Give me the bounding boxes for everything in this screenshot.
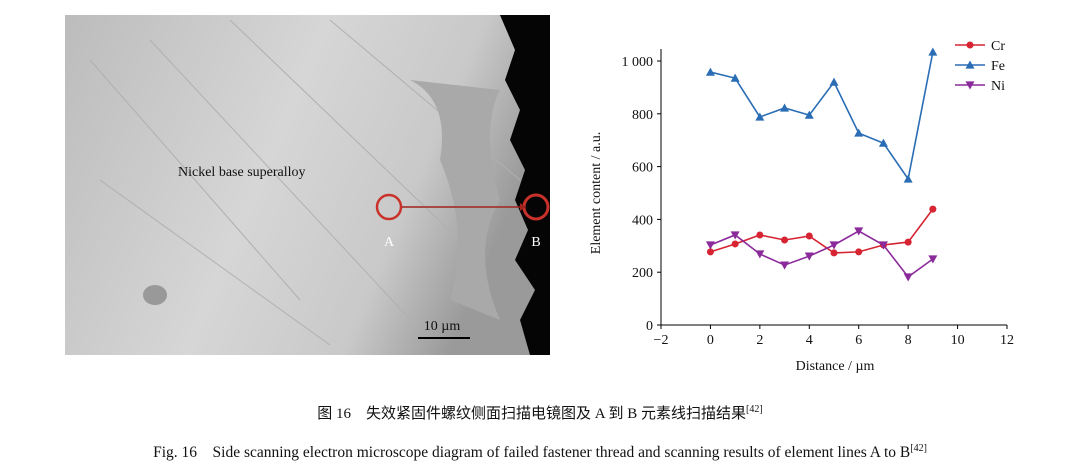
data-point [854, 227, 864, 236]
legend-marker [966, 41, 974, 49]
caption-en-ref: [42] [910, 443, 927, 454]
data-point [804, 252, 814, 261]
legend-label: Ni [991, 79, 1005, 94]
region-label: Nickel base superalloy [178, 165, 306, 180]
point-b-label: B [531, 235, 540, 250]
chart: Distance / µm Element content / a.u. −2 0… [589, 39, 1014, 374]
data-point [705, 67, 715, 76]
x-tick-label: 0 [707, 333, 714, 348]
legend-marker [965, 60, 975, 69]
y-tick-label: 200 [632, 266, 653, 281]
y-tick-label: 1 000 [622, 55, 654, 70]
caption-zh-ref: [42] [746, 404, 763, 415]
x-tick-label: 6 [855, 333, 862, 348]
data-point [780, 103, 790, 112]
x-tick-label: −2 [654, 333, 669, 348]
x-tick-label: 2 [756, 333, 763, 348]
data-point [780, 261, 790, 270]
edge-region [500, 15, 550, 355]
data-point [830, 249, 838, 257]
series-line [710, 51, 934, 182]
data-point [705, 241, 715, 250]
rough-region [410, 80, 500, 320]
data-point [706, 248, 714, 256]
data-point [756, 231, 764, 239]
data-point [855, 248, 863, 256]
scan-arrow [520, 203, 526, 211]
data-point [854, 128, 864, 137]
spot [143, 285, 167, 305]
data-point [731, 240, 739, 248]
x-tick-label: 4 [806, 333, 813, 348]
y-tick-label: 400 [632, 213, 653, 228]
data-point [829, 241, 839, 250]
x-axis-label: Distance / µm [796, 359, 875, 374]
legend-marker [965, 81, 975, 90]
y-tick-label: 0 [646, 319, 653, 334]
data-point [903, 273, 913, 282]
scratches [89, 19, 521, 346]
x-tick-label: 10 [951, 333, 965, 348]
x-tick-label: 8 [905, 333, 912, 348]
data-point [903, 174, 913, 183]
series-line [710, 208, 934, 254]
data-point [904, 238, 912, 246]
data-point [781, 236, 789, 244]
data-point [928, 47, 938, 56]
data-point [929, 205, 937, 213]
legend-label: Fe [991, 59, 1005, 74]
series-line [710, 230, 934, 279]
data-point [829, 77, 839, 86]
data-point [878, 241, 888, 250]
data-point [755, 112, 765, 121]
data-point [804, 110, 814, 119]
caption-zh-text: 图 16 失效紧固件螺纹侧面扫描电镜图及 A 到 B 元素线扫描结果 [317, 404, 746, 422]
legend-label: Cr [991, 39, 1005, 54]
data-point [805, 232, 813, 240]
y-tick-label: 800 [632, 108, 653, 123]
caption-en: Fig. 16 Side scanning electron microscop… [153, 443, 927, 461]
data-point [878, 138, 888, 147]
point-a-label: A [384, 235, 395, 250]
sem-image: Nickel base superalloy A B 10 µm [65, 15, 550, 355]
data-point [928, 255, 938, 264]
y-tick-label: 600 [632, 161, 653, 176]
scale-bar-label: 10 µm [424, 319, 461, 334]
caption-en-text: Fig. 16 Side scanning electron microscop… [153, 444, 910, 461]
data-point [730, 231, 740, 240]
caption-zh: 图 16 失效紧固件螺纹侧面扫描电镜图及 A 到 B 元素线扫描结果[42] [317, 404, 762, 422]
data-point [755, 250, 765, 259]
data-point [730, 73, 740, 82]
point-a-circle [375, 193, 403, 221]
x-tick-label: 12 [1000, 333, 1014, 348]
y-axis-label: Element content / a.u. [589, 132, 604, 254]
